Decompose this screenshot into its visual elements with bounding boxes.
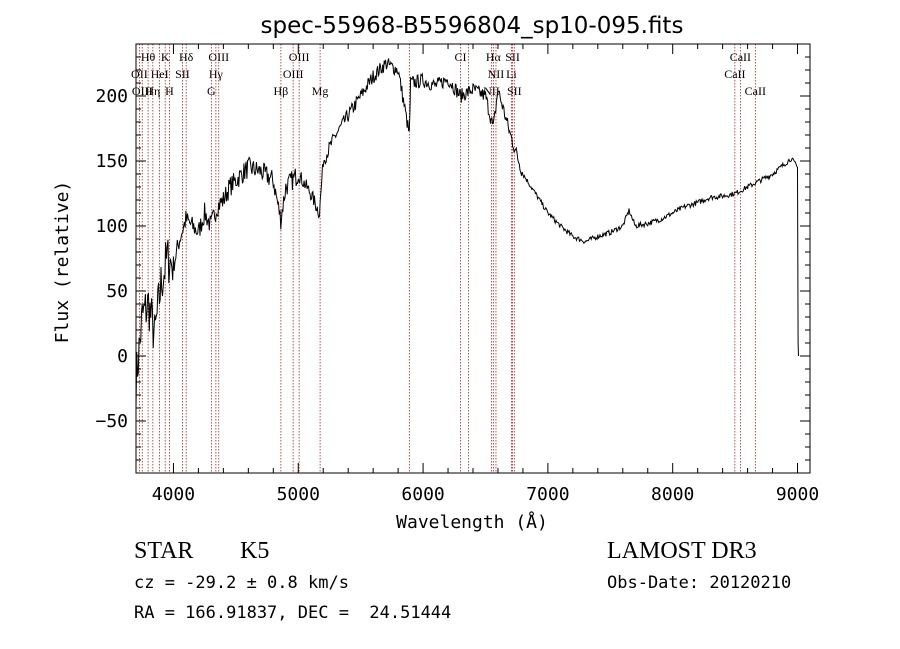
- marker-label: Hη: [145, 84, 160, 98]
- x-tick-label: 4000: [152, 484, 195, 505]
- y-tick-label: 100: [95, 216, 128, 237]
- y-axis-label: Flux (relative): [52, 181, 73, 344]
- y-tick-label: 150: [95, 151, 128, 172]
- redshift-velocity: cz = -29.2 ± 0.8 km/s: [134, 573, 349, 593]
- marker-label: CaII: [724, 67, 745, 81]
- marker-label: OIII: [289, 50, 310, 64]
- marker-label: OIII: [132, 84, 153, 98]
- x-tick-label: 7000: [526, 484, 569, 505]
- x-tick-label: 9000: [776, 484, 819, 505]
- marker-label: K: [161, 50, 170, 64]
- marker-label: SII: [505, 50, 520, 64]
- x-tick-label: 8000: [651, 484, 694, 505]
- marker-label: CI: [455, 50, 467, 64]
- object-subclass: K5: [240, 538, 270, 564]
- y-tick-label: 200: [95, 86, 128, 107]
- marker-label: NII: [488, 67, 505, 81]
- marker-label: OII: [131, 67, 148, 81]
- marker-label: Hθ: [141, 50, 156, 64]
- axes: 4000 5000 6000 7000 8000 9000 −50 0 50 100 150 200: [95, 44, 819, 505]
- y-tick-label: 50: [106, 281, 128, 302]
- marker-label: CaII: [745, 84, 766, 98]
- coordinates: RA = 166.91837, DEC = 24.51444: [134, 603, 452, 623]
- marker-label: Hα: [486, 50, 502, 64]
- marker-label: G: [207, 84, 216, 98]
- marker-label: OIII: [283, 67, 304, 81]
- marker-label: Hβ: [274, 84, 289, 98]
- survey-name: LAMOST DR3: [607, 538, 757, 564]
- marker-label: SII: [175, 67, 190, 81]
- marker-label: Mg: [312, 84, 329, 98]
- x-axis-label: Wavelength (Å): [396, 511, 548, 533]
- spectrum-line: [135, 58, 799, 409]
- x-tick-label: 5000: [277, 484, 320, 505]
- marker-label: OIII: [208, 50, 229, 64]
- marker-label: H: [165, 84, 174, 98]
- chart-title: spec-55968-B5596804_sp10-095.fits: [261, 13, 684, 39]
- plot-frame: [135, 43, 811, 474]
- x-tick-label: 6000: [401, 484, 444, 505]
- marker-label: CaII: [730, 50, 751, 64]
- observation-date: Obs-Date: 20120210: [607, 573, 792, 593]
- marker-label: Li: [506, 67, 517, 81]
- object-class: STAR: [134, 538, 194, 564]
- marker-label: SII: [507, 84, 522, 98]
- y-tick-label: −50: [95, 411, 128, 432]
- y-tick-label: 0: [117, 346, 128, 367]
- marker-label: Hγ: [209, 67, 224, 81]
- marker-label: Hδ: [179, 50, 194, 64]
- marker-label: HeI: [151, 67, 169, 81]
- marker-label: NII: [483, 84, 500, 98]
